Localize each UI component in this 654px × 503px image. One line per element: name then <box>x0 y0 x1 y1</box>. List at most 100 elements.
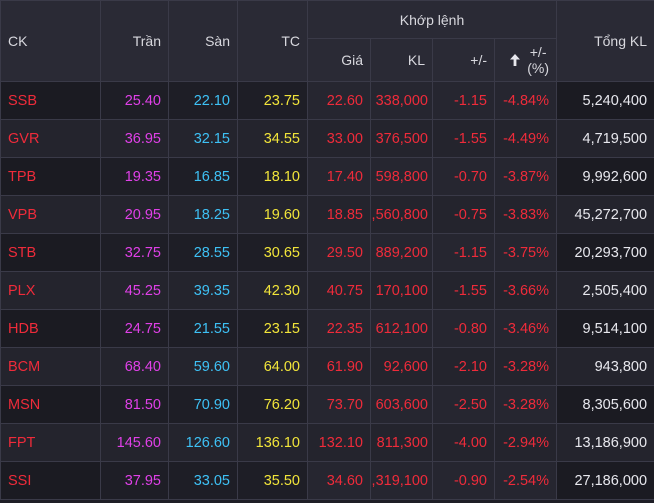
symbol-cell[interactable]: BCM <box>0 347 101 386</box>
header-matched-volume[interactable]: KL <box>370 38 433 82</box>
table-row[interactable]: PLX 45.25 39.35 42.30 40.75 170,100 -1.5… <box>0 271 654 310</box>
table-row[interactable]: GVR 36.95 32.15 34.55 33.00 376,500 -1.5… <box>0 119 654 158</box>
matched-volume-cell: 612,100 <box>370 309 433 348</box>
symbol-cell[interactable]: FPT <box>0 423 101 462</box>
matched-volume-cell: 603,600 <box>370 385 433 424</box>
ceiling-price-cell: 32.75 <box>100 233 169 272</box>
change-percent-cell: -3.66% <box>493 271 558 310</box>
header-change[interactable]: +/- <box>432 38 495 82</box>
change-cell: -0.70 <box>432 157 495 196</box>
header-change-percent-line2: (%) <box>527 60 550 76</box>
header-change-percent-wrap: +/- (%) <box>509 44 549 76</box>
symbol-cell[interactable]: SSB <box>0 81 101 120</box>
reference-price-cell: 18.10 <box>237 157 308 196</box>
matched-price-cell: 22.35 <box>307 309 371 348</box>
table-row[interactable]: HDB 24.75 21.55 23.15 22.35 612,100 -0.8… <box>0 309 654 348</box>
matched-volume-cell: 889,200 <box>370 233 433 272</box>
change-cell: -1.55 <box>432 119 495 158</box>
total-volume-cell: 13,186,900 <box>556 423 654 462</box>
table-row[interactable]: FPT 145.60 126.60 136.10 132.10 811,300 … <box>0 423 654 462</box>
total-volume-cell: 943,800 <box>556 347 654 386</box>
change-percent-cell: -3.87% <box>493 157 558 196</box>
change-cell: -0.75 <box>432 195 495 234</box>
reference-price-cell: 34.55 <box>237 119 308 158</box>
change-cell: -2.50 <box>432 385 495 424</box>
table-row[interactable]: SSI 37.95 33.05 35.50 34.60 ,319,100 -0.… <box>0 461 654 500</box>
floor-price-cell: 22.10 <box>168 81 238 120</box>
table-body: SSB 25.40 22.10 23.75 22.60 338,000 -1.1… <box>0 81 654 500</box>
symbol-cell[interactable]: HDB <box>0 309 101 348</box>
total-volume-cell: 9,514,100 <box>556 309 654 348</box>
total-volume-cell: 8,305,600 <box>556 385 654 424</box>
symbol-cell[interactable]: SSI <box>0 461 101 500</box>
change-cell: -0.80 <box>432 309 495 348</box>
header-row-sub: Giá KL +/- +/- (%) <box>1 38 654 82</box>
header-total-volume[interactable]: Tổng KL <box>556 0 654 82</box>
matched-price-cell: 17.40 <box>307 157 371 196</box>
matched-price-cell: 40.75 <box>307 271 371 310</box>
floor-price-cell: 28.55 <box>168 233 238 272</box>
symbol-cell[interactable]: VPB <box>0 195 101 234</box>
change-cell: -4.00 <box>432 423 495 462</box>
matched-price-cell: 132.10 <box>307 423 371 462</box>
reference-price-cell: 19.60 <box>237 195 308 234</box>
reference-price-cell: 42.30 <box>237 271 308 310</box>
ceiling-price-cell: 45.25 <box>100 271 169 310</box>
table-row[interactable]: STB 32.75 28.55 30.65 29.50 889,200 -1.1… <box>0 233 654 272</box>
table-row[interactable]: BCM 68.40 59.60 64.00 61.90 92,600 -2.10… <box>0 347 654 386</box>
matched-volume-cell: ,319,100 <box>370 461 433 500</box>
change-cell: -2.10 <box>432 347 495 386</box>
matched-volume-cell: 338,000 <box>370 81 433 120</box>
matched-price-cell: 61.90 <box>307 347 371 386</box>
ceiling-price-cell: 81.50 <box>100 385 169 424</box>
table-row[interactable]: SSB 25.40 22.10 23.75 22.60 338,000 -1.1… <box>0 81 654 120</box>
header-floor[interactable]: Sàn <box>168 0 238 82</box>
change-percent-cell: -2.94% <box>493 423 558 462</box>
total-volume-cell: 45,272,700 <box>556 195 654 234</box>
header-ck[interactable]: CK <box>0 0 101 82</box>
matched-volume-cell: 598,800 <box>370 157 433 196</box>
change-percent-cell: -4.49% <box>493 119 558 158</box>
matched-volume-cell: 811,300 <box>370 423 433 462</box>
change-cell: -1.55 <box>432 271 495 310</box>
reference-price-cell: 23.75 <box>237 81 308 120</box>
symbol-cell[interactable]: MSN <box>0 385 101 424</box>
matched-volume-cell: 376,500 <box>370 119 433 158</box>
header-row-top: CK Trần Sàn TC Khớp lệnh Tổng KL <box>0 0 654 82</box>
header-change-percent[interactable]: +/- (%) <box>493 38 558 82</box>
header-ceiling[interactable]: Trần <box>100 0 169 82</box>
ceiling-price-cell: 145.60 <box>100 423 169 462</box>
arrow-up-icon[interactable] <box>509 53 521 67</box>
table-row[interactable]: MSN 81.50 70.90 76.20 73.70 603,600 -2.5… <box>0 385 654 424</box>
matched-price-cell: 22.60 <box>307 81 371 120</box>
table-header: CK Trần Sàn TC Khớp lệnh Tổng KL Giá KL … <box>0 0 654 82</box>
floor-price-cell: 70.90 <box>168 385 238 424</box>
matched-volume-cell: 170,100 <box>370 271 433 310</box>
table-row[interactable]: VPB 20.95 18.25 19.60 18.85 ,560,800 -0.… <box>0 195 654 234</box>
total-volume-cell: 20,293,700 <box>556 233 654 272</box>
symbol-cell[interactable]: STB <box>0 233 101 272</box>
reference-price-cell: 30.65 <box>237 233 308 272</box>
reference-price-cell: 64.00 <box>237 347 308 386</box>
floor-price-cell: 21.55 <box>168 309 238 348</box>
reference-price-cell: 76.20 <box>237 385 308 424</box>
total-volume-cell: 27,186,000 <box>556 461 654 500</box>
symbol-cell[interactable]: PLX <box>0 271 101 310</box>
ceiling-price-cell: 68.40 <box>100 347 169 386</box>
floor-price-cell: 33.05 <box>168 461 238 500</box>
matched-volume-cell: ,560,800 <box>370 195 433 234</box>
total-volume-cell: 4,719,500 <box>556 119 654 158</box>
table-row[interactable]: TPB 19.35 16.85 18.10 17.40 598,800 -0.7… <box>0 157 654 196</box>
header-reference[interactable]: TC <box>237 0 308 82</box>
symbol-cell[interactable]: TPB <box>0 157 101 196</box>
symbol-cell[interactable]: GVR <box>0 119 101 158</box>
header-change-percent-line1: +/- <box>529 44 547 60</box>
ceiling-price-cell: 37.95 <box>100 461 169 500</box>
total-volume-cell: 5,240,400 <box>556 81 654 120</box>
floor-price-cell: 18.25 <box>168 195 238 234</box>
change-cell: -1.15 <box>432 81 495 120</box>
matched-price-cell: 33.00 <box>307 119 371 158</box>
header-change-percent-label: +/- (%) <box>527 44 549 76</box>
header-matched-price[interactable]: Giá <box>307 38 371 82</box>
